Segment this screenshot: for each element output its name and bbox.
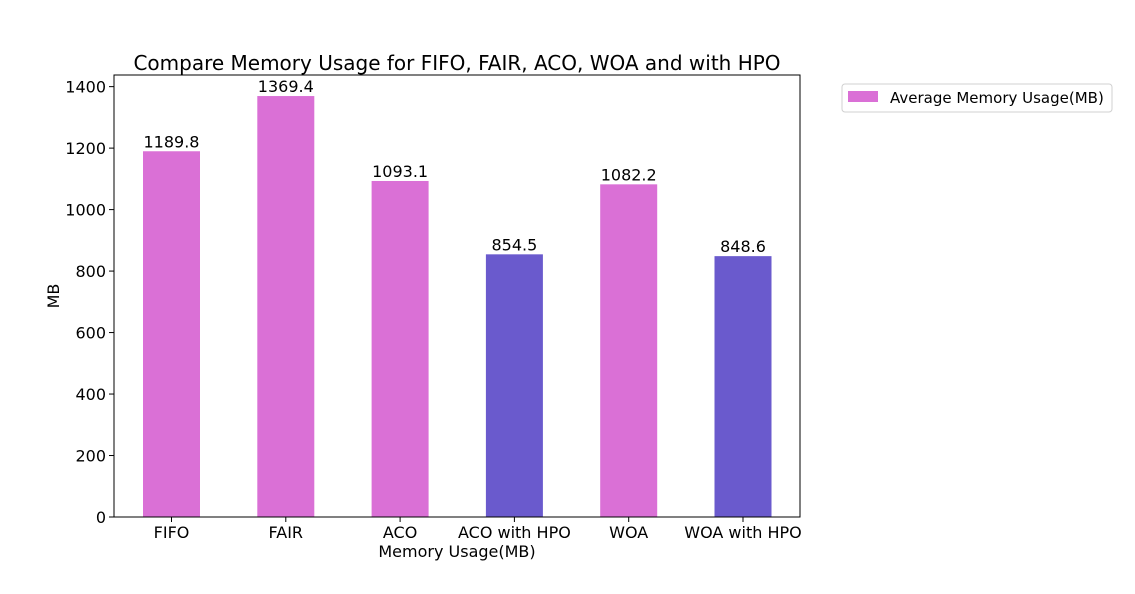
y-tick-label-1400: 1400 [65,78,106,97]
y-tick-label-0: 0 [96,508,106,527]
x-tick-label-woa: WOA [609,523,648,542]
data-label-woa: 1082.2 [601,165,657,184]
legend-swatch [848,91,878,102]
data-label-aco-with-hpo: 854.5 [491,235,537,254]
bar-fifo [143,151,200,517]
y-tick-label-1200: 1200 [65,139,106,158]
chart-title: Compare Memory Usage for FIFO, FAIR, ACO… [133,51,780,75]
data-label-woa-with-hpo: 848.6 [720,237,766,256]
y-axis-label: MB [44,284,63,309]
bar-woa-with-hpo [714,256,772,517]
y-tick-label-800: 800 [75,262,106,281]
x-tick-label-aco: ACO [383,523,417,542]
x-axis-ticks: FIFO FAIR ACO ACO with HPO WOA WOA with HPO [154,517,802,542]
bar-fair [257,96,315,518]
x-tick-label-fair: FAIR [269,523,304,542]
y-tick-label-400: 400 [75,385,106,404]
data-labels-layer: 1189.8 1369.4 1093.1 854.5 1082.2 848.6 [144,77,766,256]
data-label-fair: 1369.4 [258,77,314,96]
bar-aco [371,180,429,518]
y-tick-label-600: 600 [75,324,106,343]
plot-area-frame [113,74,801,518]
data-label-aco: 1093.1 [372,162,428,181]
legend[interactable]: Average Memory Usage(MB) [841,83,1113,113]
y-tick-label-200: 200 [75,447,106,466]
x-tick-label-aco-with-hpo: ACO with HPO [458,523,571,542]
y-axis-ticks: 0 200 400 600 800 1000 1200 1400 [65,78,114,527]
bar-aco-with-hpo [485,254,543,517]
x-tick-label-fifo: FIFO [154,523,190,542]
bar-woa [600,184,658,517]
x-tick-label-woa-with-hpo: WOA with HPO [684,523,801,542]
legend-label: Average Memory Usage(MB) [890,89,1104,107]
data-label-fifo: 1189.8 [144,132,200,151]
y-tick-label-1000: 1000 [65,201,106,220]
x-axis-label: Memory Usage(MB) [378,542,535,561]
legend-frame [841,83,1113,113]
bars-layer [143,96,772,518]
